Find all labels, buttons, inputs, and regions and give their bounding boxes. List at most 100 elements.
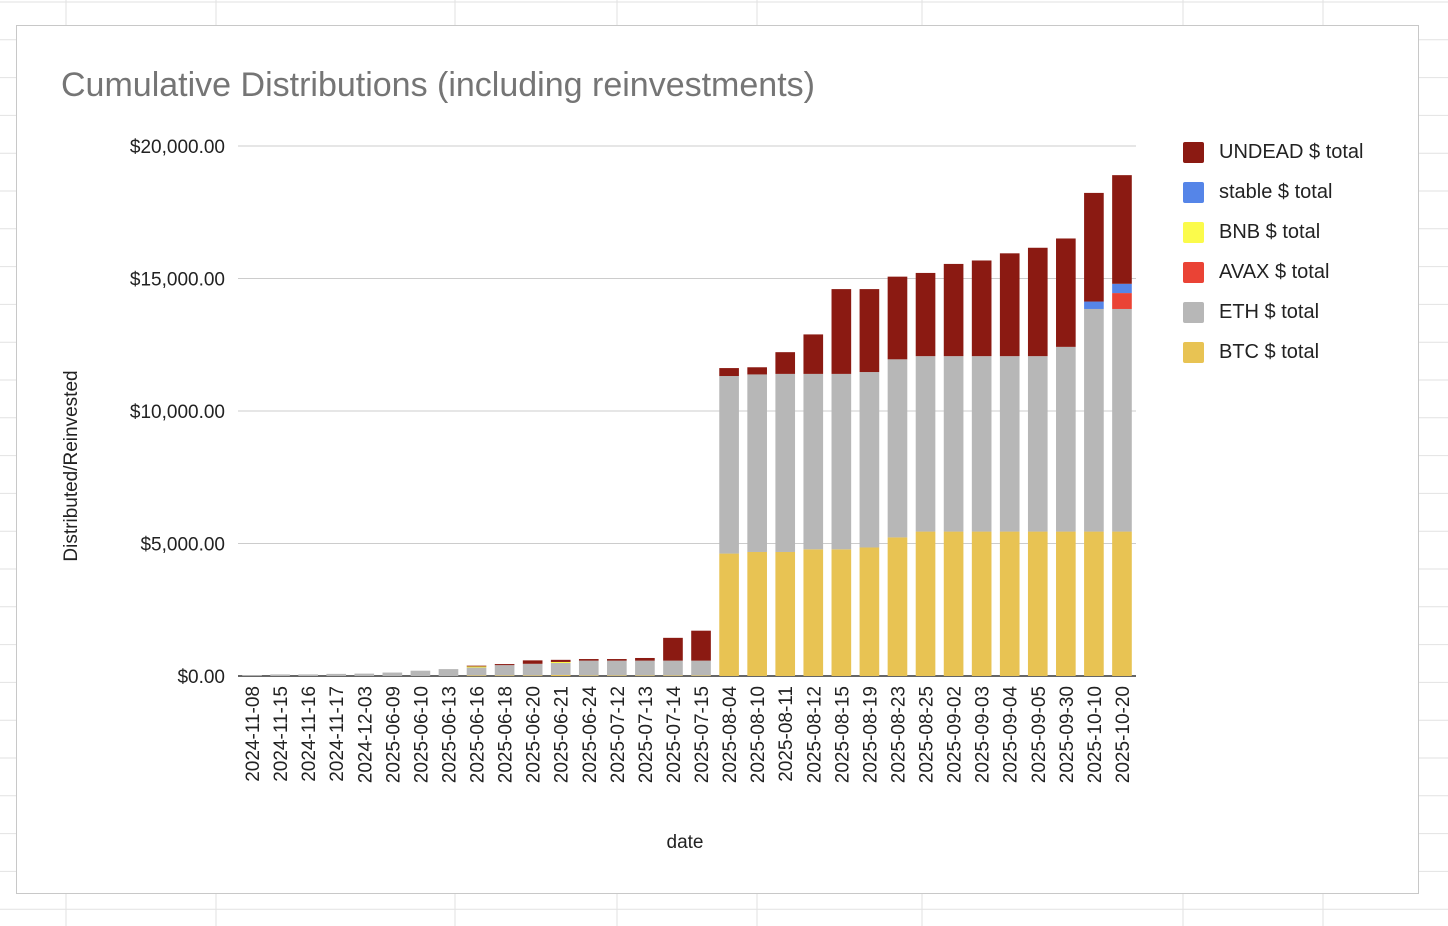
bar-segment[interactable]: [887, 359, 908, 538]
bar-segment[interactable]: [999, 356, 1020, 532]
bar-segment[interactable]: [859, 372, 880, 548]
bar-segment[interactable]: [747, 374, 767, 552]
bar-segment[interactable]: [635, 675, 655, 676]
bar-segment[interactable]: [578, 660, 599, 676]
x-tick-label: 2025-08-11: [776, 686, 797, 782]
bar-segment[interactable]: [1084, 301, 1104, 309]
bar-segment[interactable]: [522, 675, 543, 676]
bar-segment[interactable]: [607, 675, 627, 676]
legend-item[interactable]: BNB $ total: [1183, 212, 1364, 252]
bar-segment[interactable]: [578, 675, 599, 676]
bar-segment[interactable]: [943, 263, 964, 357]
bar-segment[interactable]: [691, 660, 711, 676]
bar-segment[interactable]: [522, 663, 543, 676]
bar-segment[interactable]: [999, 253, 1020, 357]
bar-segment[interactable]: [242, 675, 262, 676]
bar-segment[interactable]: [971, 260, 992, 357]
bar-segment[interactable]: [438, 669, 459, 676]
bar-segment[interactable]: [831, 373, 852, 550]
bar-segment[interactable]: [775, 373, 796, 552]
x-tick-label: 2025-06-18: [496, 686, 517, 783]
bar-segment[interactable]: [831, 549, 852, 676]
legend-label: stable $ total: [1219, 180, 1333, 203]
legend-item[interactable]: BTC $ total: [1183, 332, 1364, 372]
bar-segment[interactable]: [691, 675, 711, 676]
bar-segment[interactable]: [382, 672, 403, 676]
bar-segment[interactable]: [522, 660, 543, 664]
chart-legend: UNDEAD $ total stable $ total BNB $ total A…: [1183, 132, 1364, 372]
bar-segment[interactable]: [270, 674, 290, 676]
bar-segment[interactable]: [691, 630, 711, 661]
bar-segment[interactable]: [971, 356, 992, 532]
legend-item[interactable]: stable $ total: [1183, 172, 1364, 212]
legend-item[interactable]: UNDEAD $ total: [1183, 132, 1364, 172]
bar-segment[interactable]: [719, 368, 739, 377]
bar-segment[interactable]: [1084, 192, 1104, 302]
bar-segment[interactable]: [550, 659, 571, 662]
bar-segment[interactable]: [663, 660, 683, 676]
bar-segment[interactable]: [354, 673, 375, 676]
bar-segment[interactable]: [298, 674, 318, 676]
bar-segment[interactable]: [1056, 346, 1076, 532]
chart-card[interactable]: Cumulative Distributions (including rein…: [16, 25, 1419, 894]
bar-segment[interactable]: [1084, 531, 1104, 676]
bar-segment[interactable]: [326, 673, 347, 676]
bar-segment[interactable]: [803, 373, 824, 550]
bar-segment[interactable]: [1112, 175, 1132, 284]
bar-segment[interactable]: [803, 334, 824, 374]
bar-segment[interactable]: [1056, 531, 1076, 676]
bar-segment[interactable]: [915, 272, 936, 357]
bar-segment[interactable]: [578, 659, 599, 661]
x-tick-label: 2025-07-12: [608, 686, 629, 783]
bar-segment[interactable]: [887, 537, 908, 676]
bar-segment[interactable]: [859, 547, 880, 676]
x-tick-label: 2024-11-08: [243, 686, 264, 782]
bar-segment[interactable]: [607, 660, 627, 676]
bar-segment[interactable]: [1112, 531, 1132, 676]
bar-segment[interactable]: [635, 657, 655, 661]
bar-segment[interactable]: [607, 659, 627, 661]
bar-segment[interactable]: [1112, 283, 1132, 294]
bar-segment[interactable]: [971, 531, 992, 676]
bar-segment[interactable]: [410, 670, 431, 676]
bar-segment[interactable]: [550, 661, 571, 664]
bar-segment[interactable]: [803, 549, 824, 676]
bar-segment[interactable]: [887, 276, 908, 360]
bar-segment[interactable]: [915, 356, 936, 532]
bar-segment[interactable]: [1027, 531, 1048, 676]
bar-segment[interactable]: [466, 675, 487, 676]
bar-segment[interactable]: [719, 376, 739, 554]
bar-segment[interactable]: [550, 674, 571, 676]
bar-segment[interactable]: [1112, 293, 1132, 309]
bar-segment[interactable]: [719, 553, 739, 676]
bar-segment[interactable]: [550, 663, 571, 675]
bar-segment[interactable]: [747, 551, 767, 676]
bar-segment[interactable]: [831, 289, 852, 374]
bar-segment[interactable]: [943, 356, 964, 532]
bar-segment[interactable]: [466, 666, 487, 668]
bar-segment[interactable]: [494, 664, 515, 666]
bar-segment[interactable]: [1112, 308, 1132, 532]
bar-segment[interactable]: [915, 531, 936, 676]
bar-segment[interactable]: [466, 665, 487, 667]
bar-segment[interactable]: [1056, 238, 1076, 347]
bar-segment[interactable]: [999, 531, 1020, 676]
bar-segment[interactable]: [494, 665, 515, 676]
bar-segment[interactable]: [635, 660, 655, 676]
bar-segment[interactable]: [943, 531, 964, 676]
bar-segment[interactable]: [663, 637, 683, 661]
bar-segment[interactable]: [663, 675, 683, 676]
bar-segment[interactable]: [747, 367, 767, 375]
bar-segment[interactable]: [494, 675, 515, 676]
bar-segment[interactable]: [1027, 247, 1048, 357]
bar-segment[interactable]: [1084, 308, 1104, 532]
bar-segment[interactable]: [859, 289, 880, 373]
legend-swatch: [1183, 301, 1204, 323]
legend-item[interactable]: ETH $ total: [1183, 292, 1364, 332]
legend-item[interactable]: AVAX $ total: [1183, 252, 1364, 292]
bar-segment[interactable]: [775, 352, 796, 374]
bar-segment[interactable]: [1027, 356, 1048, 532]
y-tick-label: $20,000.00: [130, 137, 225, 158]
bar-segment[interactable]: [466, 667, 487, 676]
bar-segment[interactable]: [775, 551, 796, 676]
